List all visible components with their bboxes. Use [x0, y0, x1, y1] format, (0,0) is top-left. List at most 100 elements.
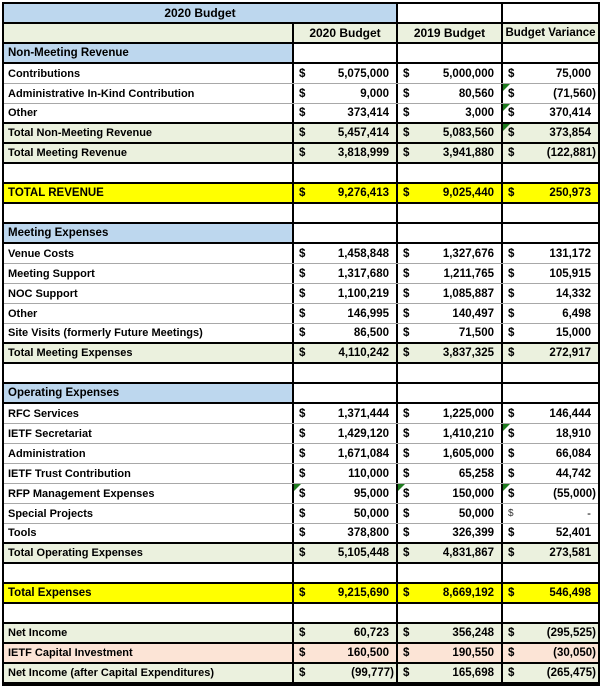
cell-2020-budget[interactable]: $1,371,444 [294, 404, 398, 423]
cell-2019-budget[interactable]: $140,497 [398, 304, 503, 323]
cell-2020-budget[interactable]: $5,457,414 [294, 124, 398, 142]
row-label-cell[interactable]: Tools [4, 524, 294, 542]
cell-2019-budget[interactable]: $1,085,887 [398, 284, 503, 303]
row-label-cell[interactable]: Non-Meeting Revenue [4, 44, 294, 62]
cell-2019-budget[interactable]: $356,248 [398, 624, 503, 642]
cell-budget-variance[interactable]: $ (265,475) [503, 664, 598, 682]
row-label-cell[interactable]: Total Non-Meeting Revenue [4, 124, 294, 142]
cell-2019-budget[interactable]: $1,605,000 [398, 444, 503, 463]
row-label-cell[interactable]: Administrative In-Kind Contribution [4, 84, 294, 103]
cell-2019-budget[interactable] [398, 364, 503, 382]
cell-2020-budget[interactable]: $1,429,120 [294, 424, 398, 443]
row-label-cell[interactable]: RFC Services [4, 404, 294, 423]
cell-2019-budget[interactable]: $71,500 [398, 324, 503, 342]
row-label-cell[interactable]: Total Expenses [4, 584, 294, 602]
cell-2020-budget[interactable]: $9,276,413 [294, 184, 398, 202]
cell-2019-budget[interactable]: $3,837,325 [398, 344, 503, 362]
row-label-cell[interactable]: IETF Capital Investment [4, 644, 294, 662]
cell-budget-variance[interactable] [503, 604, 598, 622]
cell-2020-budget[interactable] [294, 384, 398, 402]
cell-2019-budget[interactable] [398, 44, 503, 62]
row-label-cell[interactable]: Operating Expenses [4, 384, 294, 402]
row-label-cell[interactable]: Contributions [4, 64, 294, 83]
row-label-cell[interactable] [4, 164, 294, 182]
cell-2020-budget[interactable]: $ (99,777) [294, 664, 398, 682]
cell-2019-budget[interactable]: $8,669,192 [398, 584, 503, 602]
cell-2019-budget[interactable] [398, 384, 503, 402]
row-label-cell[interactable] [4, 564, 294, 582]
cell-2019-budget[interactable]: $326,399 [398, 524, 503, 542]
cell-2020-budget[interactable]: $9,000 [294, 84, 398, 103]
cell-2019-budget[interactable]: $65,258 [398, 464, 503, 483]
cell-2020-budget[interactable]: $378,800 [294, 524, 398, 542]
cell-budget-variance[interactable]: $250,973 [503, 184, 598, 202]
cell-2019-budget[interactable]: $80,560 [398, 84, 503, 103]
cell-budget-variance[interactable]: $373,854 [503, 124, 598, 142]
column-header-2019-budget[interactable]: 2019 Budget [398, 24, 503, 42]
cell-2019-budget[interactable]: $1,211,765 [398, 264, 503, 283]
cell-budget-variance[interactable] [503, 204, 598, 222]
row-label-cell[interactable]: NOC Support [4, 284, 294, 303]
cell-2020-budget[interactable]: $50,000 [294, 504, 398, 523]
cell-budget-variance[interactable]: $18,910 [503, 424, 598, 443]
cell-2020-budget[interactable] [294, 204, 398, 222]
row-label-cell[interactable]: Meeting Support [4, 264, 294, 283]
row-label-cell[interactable]: IETF Secretariat [4, 424, 294, 443]
cell-2020-budget[interactable]: $5,105,448 [294, 544, 398, 562]
cell-budget-variance[interactable]: $ (55,000) [503, 484, 598, 503]
cell-2019-budget[interactable]: $1,225,000 [398, 404, 503, 423]
cell-2019-budget[interactable] [398, 224, 503, 242]
cell-2020-budget[interactable]: $1,317,680 [294, 264, 398, 283]
cell-2020-budget[interactable]: $110,000 [294, 464, 398, 483]
cell-2020-budget[interactable] [294, 164, 398, 182]
row-label-cell[interactable]: Other [4, 304, 294, 323]
cell-budget-variance[interactable] [503, 564, 598, 582]
cell-2020-budget[interactable]: $1,100,219 [294, 284, 398, 303]
cell-budget-variance[interactable]: $15,000 [503, 324, 598, 342]
row-label-cell[interactable]: Total Operating Expenses [4, 544, 294, 562]
cell-budget-variance[interactable]: $546,498 [503, 584, 598, 602]
row-label-cell[interactable]: Net Income [4, 624, 294, 642]
cell-budget-variance[interactable]: $14,332 [503, 284, 598, 303]
cell-budget-variance[interactable]: $ (71,560) [503, 84, 598, 103]
cell-2019-budget[interactable] [398, 164, 503, 182]
cell-budget-variance[interactable]: $272,917 [503, 344, 598, 362]
cell-budget-variance[interactable] [503, 164, 598, 182]
row-label-cell[interactable]: Venue Costs [4, 244, 294, 263]
cell-budget-variance[interactable]: $105,915 [503, 264, 598, 283]
cell-2019-budget[interactable] [398, 604, 503, 622]
row-label-cell[interactable]: Net Income (after Capital Expenditures) [4, 664, 294, 682]
cell-2020-budget[interactable] [294, 224, 398, 242]
row-label-cell[interactable] [4, 604, 294, 622]
cell-budget-variance[interactable]: $ - [503, 504, 598, 523]
row-label-cell[interactable]: IETF Trust Contribution [4, 464, 294, 483]
cell-2019-budget[interactable]: $1,327,676 [398, 244, 503, 263]
row-label-cell[interactable]: Total Meeting Revenue [4, 144, 294, 162]
row-label-cell[interactable] [4, 204, 294, 222]
row-label-cell[interactable]: Special Projects [4, 504, 294, 523]
row-label-cell[interactable]: Other [4, 104, 294, 122]
row-label-cell[interactable]: Meeting Expenses [4, 224, 294, 242]
cell-budget-variance[interactable]: $44,742 [503, 464, 598, 483]
cell-2020-budget[interactable]: $1,458,848 [294, 244, 398, 263]
row-label-cell[interactable]: Administration [4, 444, 294, 463]
cell-2019-budget[interactable]: $165,698 [398, 664, 503, 682]
column-header-2020-budget[interactable]: 2020 Budget [294, 24, 398, 42]
cell-budget-variance[interactable]: $6,498 [503, 304, 598, 323]
cell-2020-budget[interactable]: $9,215,690 [294, 584, 398, 602]
row-label-cell[interactable] [4, 364, 294, 382]
cell-2020-budget[interactable]: $95,000 [294, 484, 398, 503]
column-header-budget-variance[interactable]: Budget Variance [503, 24, 598, 42]
cell-2019-budget[interactable]: $50,000 [398, 504, 503, 523]
cell-2020-budget[interactable]: $160,500 [294, 644, 398, 662]
row-label-header-cell[interactable] [4, 24, 294, 42]
cell-2020-budget[interactable]: $373,414 [294, 104, 398, 122]
cell-2020-budget[interactable] [294, 564, 398, 582]
merged-title-cell[interactable]: 2020 Budget [4, 4, 398, 22]
cell-2020-budget[interactable]: $146,995 [294, 304, 398, 323]
cell-2020-budget[interactable]: $60,723 [294, 624, 398, 642]
cell-2019-budget[interactable] [398, 204, 503, 222]
cell-2019-budget[interactable] [398, 564, 503, 582]
cell-2020-budget[interactable]: $1,671,084 [294, 444, 398, 463]
cell-budget-variance[interactable]: $75,000 [503, 64, 598, 83]
